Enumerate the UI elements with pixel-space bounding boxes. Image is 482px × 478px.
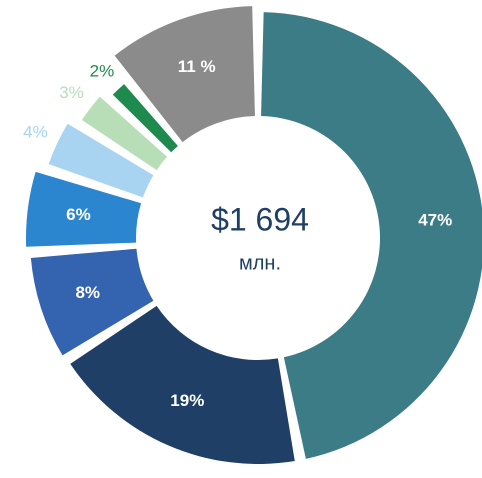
value-label: 2% xyxy=(90,61,115,80)
value-label: 4% xyxy=(23,123,48,142)
value-label: 47% xyxy=(418,211,452,230)
value-label: 19% xyxy=(170,391,204,410)
value-label: 8% xyxy=(75,283,100,302)
page: $1 694 млн. 47%19%8%6%4%3%2%11 % (() => … xyxy=(0,0,482,478)
value-label: 3% xyxy=(59,83,84,102)
value-label: 11 % xyxy=(178,57,216,76)
value-label: 6% xyxy=(66,205,91,224)
chart: $1 694 млн. 47% 19% 8% 6% 4% 3% 2% 11 % xyxy=(0,0,482,473)
center-label: $1 694 xyxy=(211,201,309,237)
center-unit: млн. xyxy=(239,252,281,274)
